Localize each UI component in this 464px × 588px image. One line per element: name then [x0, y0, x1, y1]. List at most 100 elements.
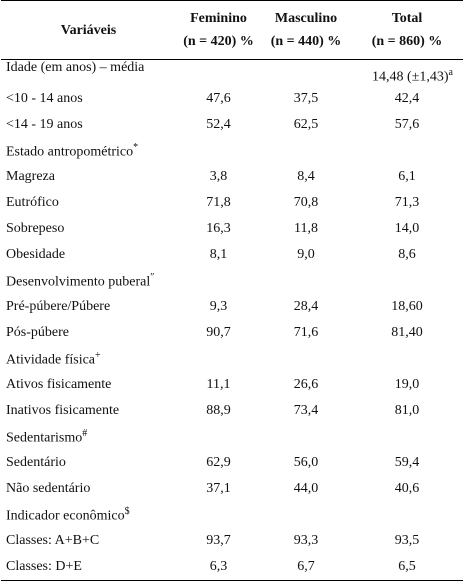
- table-row: Pós-púbere 90,7 71,6 81,40: [1, 320, 463, 346]
- value-cell: 88,9: [206, 403, 231, 418]
- footnote-mark: ″: [150, 271, 155, 283]
- table-header: Variáveis Feminino (n = 420) % Masculino (…: [1, 0, 463, 60]
- header-cell: Variáveis: [1, 1, 176, 60]
- value-cell: 59,4: [394, 455, 420, 470]
- header-cell: Total (n = 860) %: [351, 1, 463, 60]
- section-title: Atividade física: [6, 352, 96, 368]
- value-cell: 9,3: [209, 299, 228, 314]
- header-subtitle: (n = 440) %: [270, 34, 342, 49]
- section-title: Desenvolvimento puberal: [6, 274, 151, 290]
- value-cell: 9,0: [297, 247, 315, 262]
- table-row: Idade (em anos) – média 14,48 (±1,43)a: [1, 60, 463, 87]
- value-cell: 81,0: [394, 403, 420, 418]
- value-cell: 40,6: [394, 481, 420, 496]
- total-value: 14,48 (±1,43): [372, 70, 449, 85]
- value-cell: 71,3: [394, 195, 420, 210]
- footnote-mark: #: [82, 427, 88, 439]
- value-cell: 11,1: [206, 377, 231, 392]
- section-label: Desenvolvimento puberal″: [1, 268, 463, 294]
- section-label: Indicador econômico$: [1, 502, 463, 528]
- section-label: Sedentarismo#: [1, 424, 463, 450]
- row-label: Não sedentário: [6, 481, 91, 496]
- section-title: Estado antropométrico: [6, 144, 134, 160]
- table-row: Classes: D+E 6,3 6,7 6,5: [1, 554, 463, 581]
- value-cell: 8,6: [398, 247, 416, 262]
- section-title: Sedentarismo: [6, 430, 83, 446]
- value-cell: 6,7: [297, 559, 315, 574]
- value-cell: 71,8: [206, 195, 231, 210]
- row-label: Idade (em anos) – média: [6, 60, 145, 75]
- row-label: Sedentário: [6, 455, 66, 470]
- table-row: Atividade física+: [1, 346, 463, 372]
- table-row: Magreza 3,8 8,4 6,1: [1, 164, 463, 190]
- value-cell: 93,7: [206, 533, 231, 548]
- value-cell: 57,6: [394, 117, 420, 132]
- header-title: Total: [391, 11, 423, 26]
- value-cell: 90,7: [206, 325, 231, 340]
- table-row: Inativos fisicamente 88,9 73,4 81,0: [1, 398, 463, 424]
- table-row: Estado antropométrico*: [1, 138, 463, 164]
- value-cell: 71,6: [293, 325, 319, 340]
- value-cell: 47,6: [206, 91, 231, 106]
- row-label: Ativos fisicamente: [6, 377, 112, 392]
- header-title: Variáveis: [60, 22, 117, 38]
- footnote-mark: +: [95, 349, 101, 361]
- header-title: Feminino: [190, 11, 247, 26]
- table-row: Pré-púbere/Púbere 9,3 28,4 18,60: [1, 294, 463, 320]
- header-cell: Masculino (n = 440) %: [261, 1, 351, 60]
- table-row: <14 - 19 anos 52,4 62,5 57,6: [1, 112, 463, 138]
- row-label: Obesidade: [6, 247, 66, 262]
- header-subtitle: (n = 860) %: [371, 34, 443, 49]
- value-cell: 6,1: [398, 169, 416, 184]
- value-cell: 19,0: [394, 377, 420, 392]
- value-cell: 14,0: [394, 221, 420, 236]
- row-label: <14 - 19 anos: [6, 117, 83, 132]
- table-row: Ativos fisicamente 11,1 26,6 19,0: [1, 372, 463, 398]
- section-label: Atividade física+: [1, 346, 463, 372]
- value-cell: 8,1: [209, 247, 228, 262]
- value-cell: 6,5: [398, 559, 416, 574]
- footnote-mark: $: [124, 505, 130, 517]
- row-label: Sobrepeso: [6, 221, 65, 236]
- header-cell: Feminino (n = 420) %: [176, 1, 261, 60]
- table-row: Não sedentário 37,1 44,0 40,6: [1, 476, 463, 502]
- table-row: Indicador econômico$: [1, 502, 463, 528]
- table-row: Desenvolvimento puberal″: [1, 268, 463, 294]
- table-row: Obesidade 8,1 9,0 8,6: [1, 242, 463, 268]
- value-cell: 62,9: [206, 455, 231, 470]
- value-cell: 26,6: [293, 377, 319, 392]
- table-body: Idade (em anos) – média 14,48 (±1,43)a <10…: [1, 60, 463, 581]
- total-cell: 14,48 (±1,43)a: [351, 60, 463, 87]
- section-title: Indicador econômico: [6, 508, 125, 524]
- value-cell: 42,4: [394, 91, 420, 106]
- row-label: Classes: A+B+C: [6, 533, 100, 548]
- table-row: <10 - 14 anos 47,6 37,5 42,4: [1, 86, 463, 112]
- footnote-mark: *: [133, 141, 139, 153]
- value-cell: 3,8: [209, 169, 228, 184]
- table-row: Sedentário 62,9 56,0 59,4: [1, 450, 463, 476]
- value-cell: 52,4: [206, 117, 231, 132]
- footnote-mark: a: [448, 67, 453, 79]
- row-label: Inativos fisicamente: [6, 403, 120, 418]
- row-label: Pré-púbere/Púbere: [6, 299, 111, 314]
- header-row: Variáveis Feminino (n = 420) % Masculino (…: [1, 0, 463, 60]
- row-label: Classes: D+E: [6, 559, 82, 574]
- value-cell: 62,5: [293, 117, 319, 132]
- value-cell: 37,1: [206, 481, 231, 496]
- value-cell: 28,4: [293, 299, 319, 314]
- value-cell: 73,4: [293, 403, 319, 418]
- value-cell: 16,3: [206, 221, 231, 236]
- section-label: Estado antropométrico*: [1, 138, 463, 164]
- table-row: Sedentarismo#: [1, 424, 463, 450]
- value-cell: 81,40: [391, 325, 423, 340]
- value-cell: 93,3: [293, 533, 319, 548]
- table-row: Eutrófico 71,8 70,8 71,3: [1, 190, 463, 216]
- value-cell: 70,8: [293, 195, 319, 210]
- value-cell: 37,5: [293, 91, 319, 106]
- value-cell: 8,4: [297, 169, 315, 184]
- header-subtitle: (n = 420) %: [183, 34, 254, 49]
- value-cell: 44,0: [293, 481, 319, 496]
- value-cell: 6,3: [209, 559, 228, 574]
